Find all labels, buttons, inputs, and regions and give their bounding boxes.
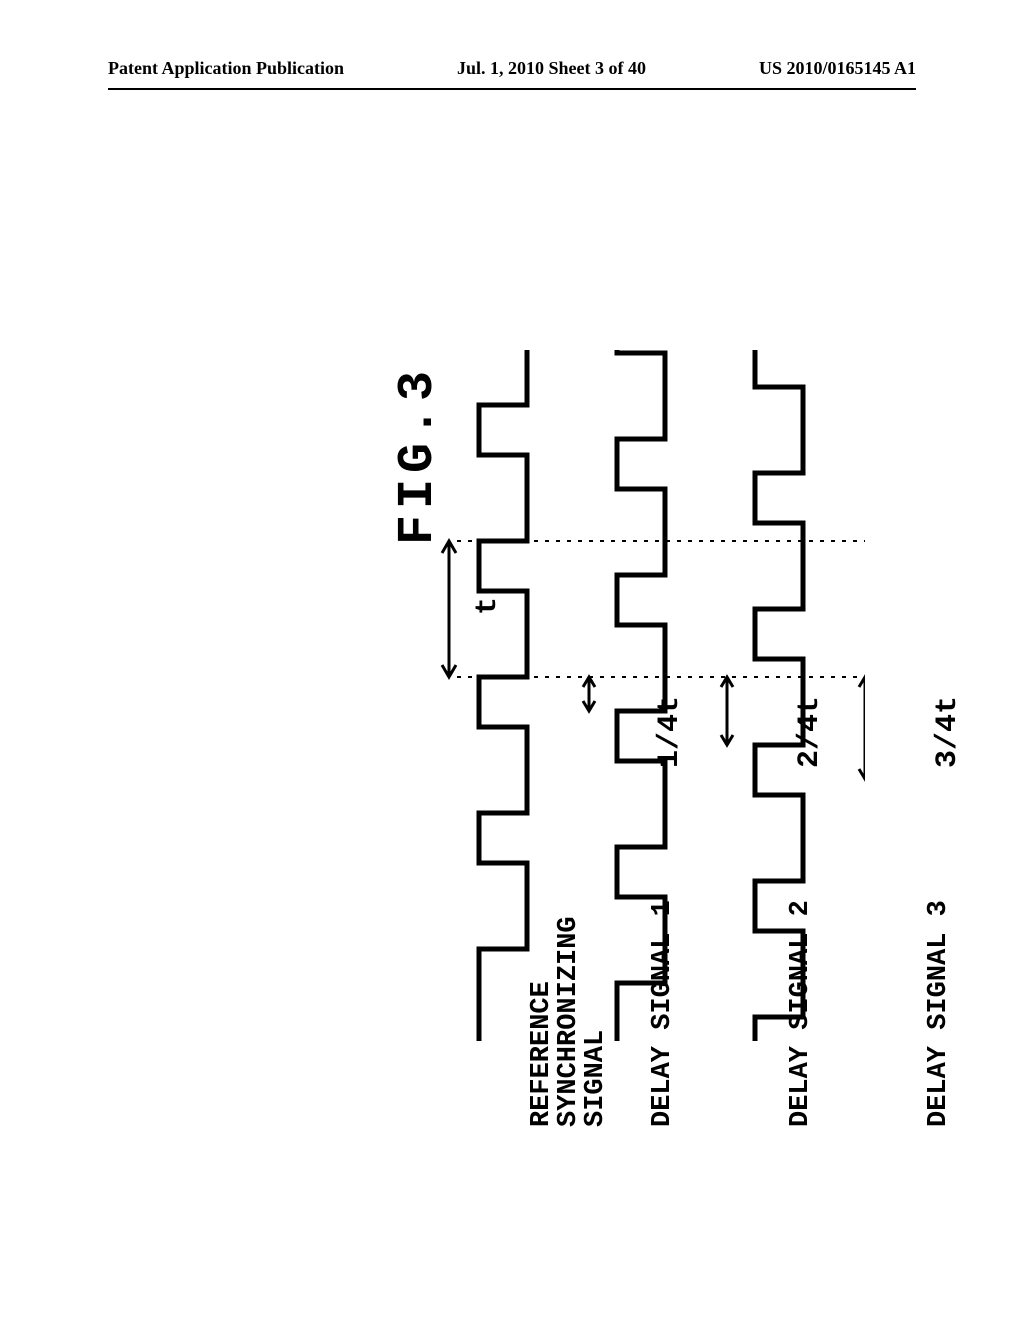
- timing-diagram: [145, 215, 865, 1135]
- delay-annotation-3: 3/4t: [931, 696, 965, 768]
- page: Patent Application Publication Jul. 1, 2…: [0, 0, 1024, 1320]
- figure-area: FIG.3 REFERENCE SYNCHRONIZING SIGNAL DEL…: [145, 215, 865, 1135]
- header-right: US 2010/0165145 A1: [759, 58, 916, 79]
- header: Patent Application Publication Jul. 1, 2…: [0, 58, 1024, 79]
- header-center: Jul. 1, 2010 Sheet 3 of 40: [457, 58, 646, 79]
- header-left: Patent Application Publication: [108, 58, 344, 79]
- header-rule: [108, 88, 916, 90]
- signal-label-delay3: DELAY SIGNAL 3: [926, 900, 953, 1127]
